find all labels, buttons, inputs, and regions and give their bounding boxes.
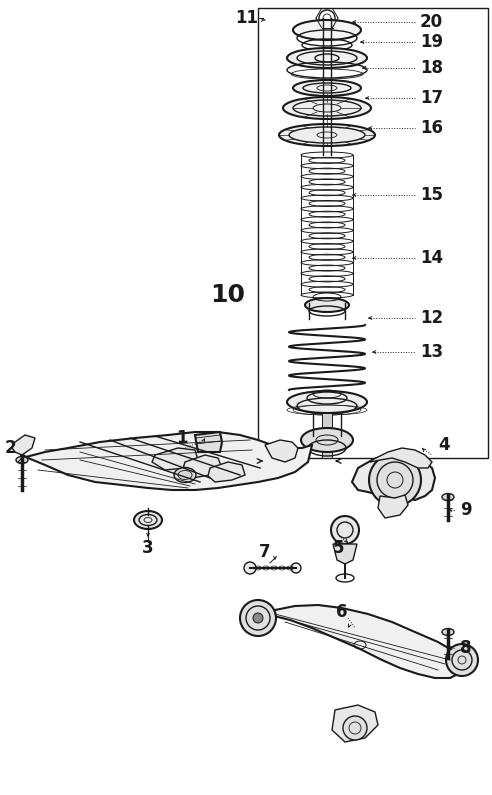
Polygon shape: [333, 544, 357, 564]
Text: 4: 4: [438, 436, 450, 454]
Polygon shape: [12, 435, 35, 455]
Circle shape: [253, 613, 263, 623]
Text: 12: 12: [420, 309, 443, 327]
Circle shape: [244, 562, 256, 574]
Ellipse shape: [279, 124, 375, 146]
Polygon shape: [370, 448, 432, 468]
Ellipse shape: [16, 456, 28, 463]
Text: 16: 16: [420, 119, 443, 137]
Text: 1: 1: [176, 429, 188, 447]
Ellipse shape: [287, 48, 367, 68]
Polygon shape: [265, 440, 298, 462]
Ellipse shape: [442, 629, 454, 635]
Text: 20: 20: [420, 13, 443, 31]
Circle shape: [240, 600, 276, 636]
Text: 15: 15: [420, 186, 443, 204]
Ellipse shape: [442, 494, 454, 501]
Ellipse shape: [283, 97, 371, 119]
Text: 7: 7: [259, 543, 271, 561]
Ellipse shape: [301, 428, 353, 452]
Polygon shape: [378, 495, 408, 518]
Polygon shape: [352, 452, 435, 500]
Text: 19: 19: [420, 33, 443, 51]
Bar: [258, 8, 488, 458]
Ellipse shape: [174, 467, 196, 483]
Ellipse shape: [305, 298, 349, 312]
Polygon shape: [182, 455, 222, 478]
Text: 18: 18: [420, 59, 443, 77]
Text: 13: 13: [420, 343, 443, 361]
Polygon shape: [208, 462, 245, 482]
Text: 6: 6: [336, 603, 348, 621]
Circle shape: [291, 563, 301, 573]
Text: 17: 17: [420, 89, 443, 107]
Circle shape: [446, 644, 478, 676]
Text: 11: 11: [235, 9, 258, 27]
Text: 14: 14: [420, 249, 443, 267]
Ellipse shape: [287, 391, 367, 413]
Ellipse shape: [134, 511, 162, 529]
Text: 5: 5: [332, 539, 344, 557]
Polygon shape: [248, 605, 465, 678]
Text: 10: 10: [211, 283, 246, 307]
Circle shape: [331, 516, 359, 544]
Circle shape: [369, 454, 421, 506]
Polygon shape: [152, 448, 198, 470]
Text: 3: 3: [142, 539, 154, 557]
Circle shape: [343, 716, 367, 740]
Polygon shape: [322, 413, 332, 458]
Text: 9: 9: [460, 501, 472, 519]
Polygon shape: [15, 432, 312, 490]
Polygon shape: [332, 705, 378, 742]
Text: 2: 2: [4, 439, 16, 457]
Polygon shape: [195, 432, 222, 452]
Ellipse shape: [293, 20, 361, 40]
Text: 8: 8: [460, 639, 471, 657]
Ellipse shape: [293, 80, 361, 96]
